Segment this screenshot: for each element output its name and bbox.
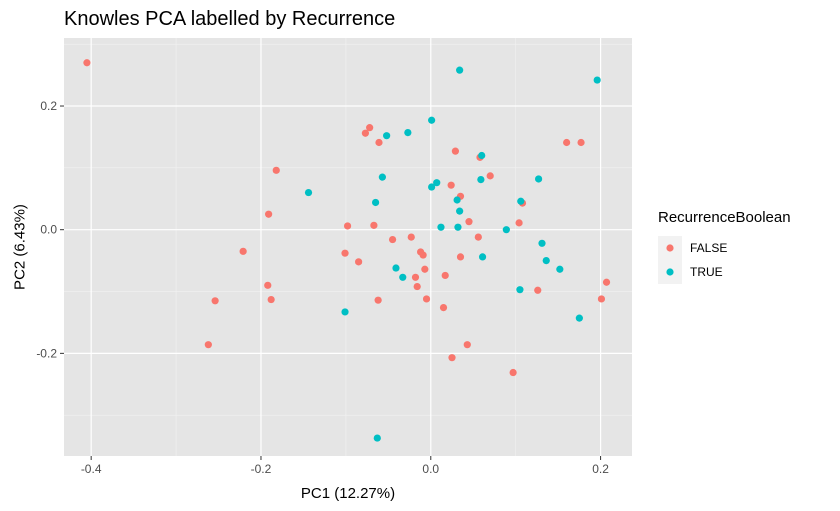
point-true [399, 273, 407, 281]
y-tick-label: -0.2 [36, 346, 57, 360]
point-false [341, 249, 349, 257]
legend-key-false [666, 244, 674, 252]
point-false [343, 222, 352, 230]
point-false [370, 221, 378, 229]
point-false [272, 166, 280, 174]
point-false [267, 295, 275, 304]
legend: RecurrenceBoolean FALSE TRUE [658, 209, 791, 284]
y-tick-label: 0.2 [40, 99, 57, 113]
point-false [602, 278, 611, 286]
point-false [83, 59, 91, 67]
x-tick-label: 0.2 [592, 462, 609, 476]
point-false [577, 138, 585, 147]
point-false [375, 138, 383, 147]
point-true [437, 223, 445, 231]
point-true [478, 151, 486, 160]
point-false [361, 129, 370, 137]
point-false [204, 341, 212, 349]
point-false [388, 235, 397, 244]
point-false [451, 147, 460, 155]
point-true [517, 197, 525, 205]
legend-key-true [666, 268, 674, 276]
point-true [454, 223, 462, 231]
y-axis-title: PC2 (6.43%) [12, 204, 29, 290]
point-true [456, 207, 464, 215]
point-false [419, 251, 427, 259]
point-false [515, 219, 523, 227]
point-false [534, 286, 542, 294]
point-false [441, 271, 449, 280]
point-false [465, 218, 473, 226]
point-false [265, 210, 273, 218]
point-true [502, 226, 510, 234]
point-true [304, 188, 313, 197]
point-false [456, 253, 465, 261]
point-true [542, 257, 550, 265]
y-tick-label: 0.0 [40, 223, 57, 237]
point-false [474, 233, 482, 241]
x-axis-title: PC1 (12.27%) [301, 485, 395, 502]
point-true [433, 179, 441, 187]
plot-panel [64, 38, 632, 456]
data-points [83, 59, 611, 442]
point-false [463, 341, 471, 349]
point-false [239, 247, 247, 255]
point-false [211, 297, 219, 305]
chart-title: Knowles PCA labelled by Recurrence [64, 8, 395, 30]
x-tick-label: 0.0 [422, 462, 439, 476]
point-false [407, 233, 415, 241]
point-true [516, 286, 524, 294]
point-true [538, 239, 546, 247]
point-false [597, 295, 606, 303]
point-true [456, 66, 464, 74]
legend-label-true: TRUE [690, 265, 723, 279]
point-true [477, 176, 485, 184]
point-true [341, 308, 349, 316]
axes: -0.4 -0.2 0.0 0.2 -0.2 0.0 0.2 [36, 99, 609, 476]
point-true [453, 196, 461, 204]
point-true [575, 314, 583, 322]
point-false [448, 354, 456, 362]
point-true [556, 265, 564, 273]
point-false [421, 265, 429, 273]
point-false [374, 296, 382, 304]
point-true [593, 76, 601, 84]
point-false [411, 273, 420, 281]
point-true [428, 116, 436, 124]
point-true [378, 173, 386, 181]
point-true [404, 129, 412, 137]
point-false [509, 368, 517, 377]
point-false [486, 172, 494, 180]
point-false [355, 258, 363, 266]
point-false [264, 281, 272, 289]
point-false [366, 124, 374, 132]
point-true [373, 434, 381, 442]
point-true [535, 175, 543, 183]
point-true [392, 264, 400, 272]
point-true [371, 198, 380, 207]
legend-title: RecurrenceBoolean [658, 209, 791, 226]
point-false [439, 303, 448, 312]
point-false [447, 181, 455, 189]
point-false [413, 282, 421, 291]
x-tick-label: -0.2 [251, 462, 272, 476]
grid-lines [64, 38, 632, 456]
legend-label-false: FALSE [690, 241, 727, 255]
point-true [383, 132, 391, 140]
point-false [563, 138, 571, 147]
point-true [478, 253, 487, 261]
x-tick-label: -0.4 [81, 462, 102, 476]
point-true [428, 183, 436, 191]
point-false [422, 295, 431, 303]
